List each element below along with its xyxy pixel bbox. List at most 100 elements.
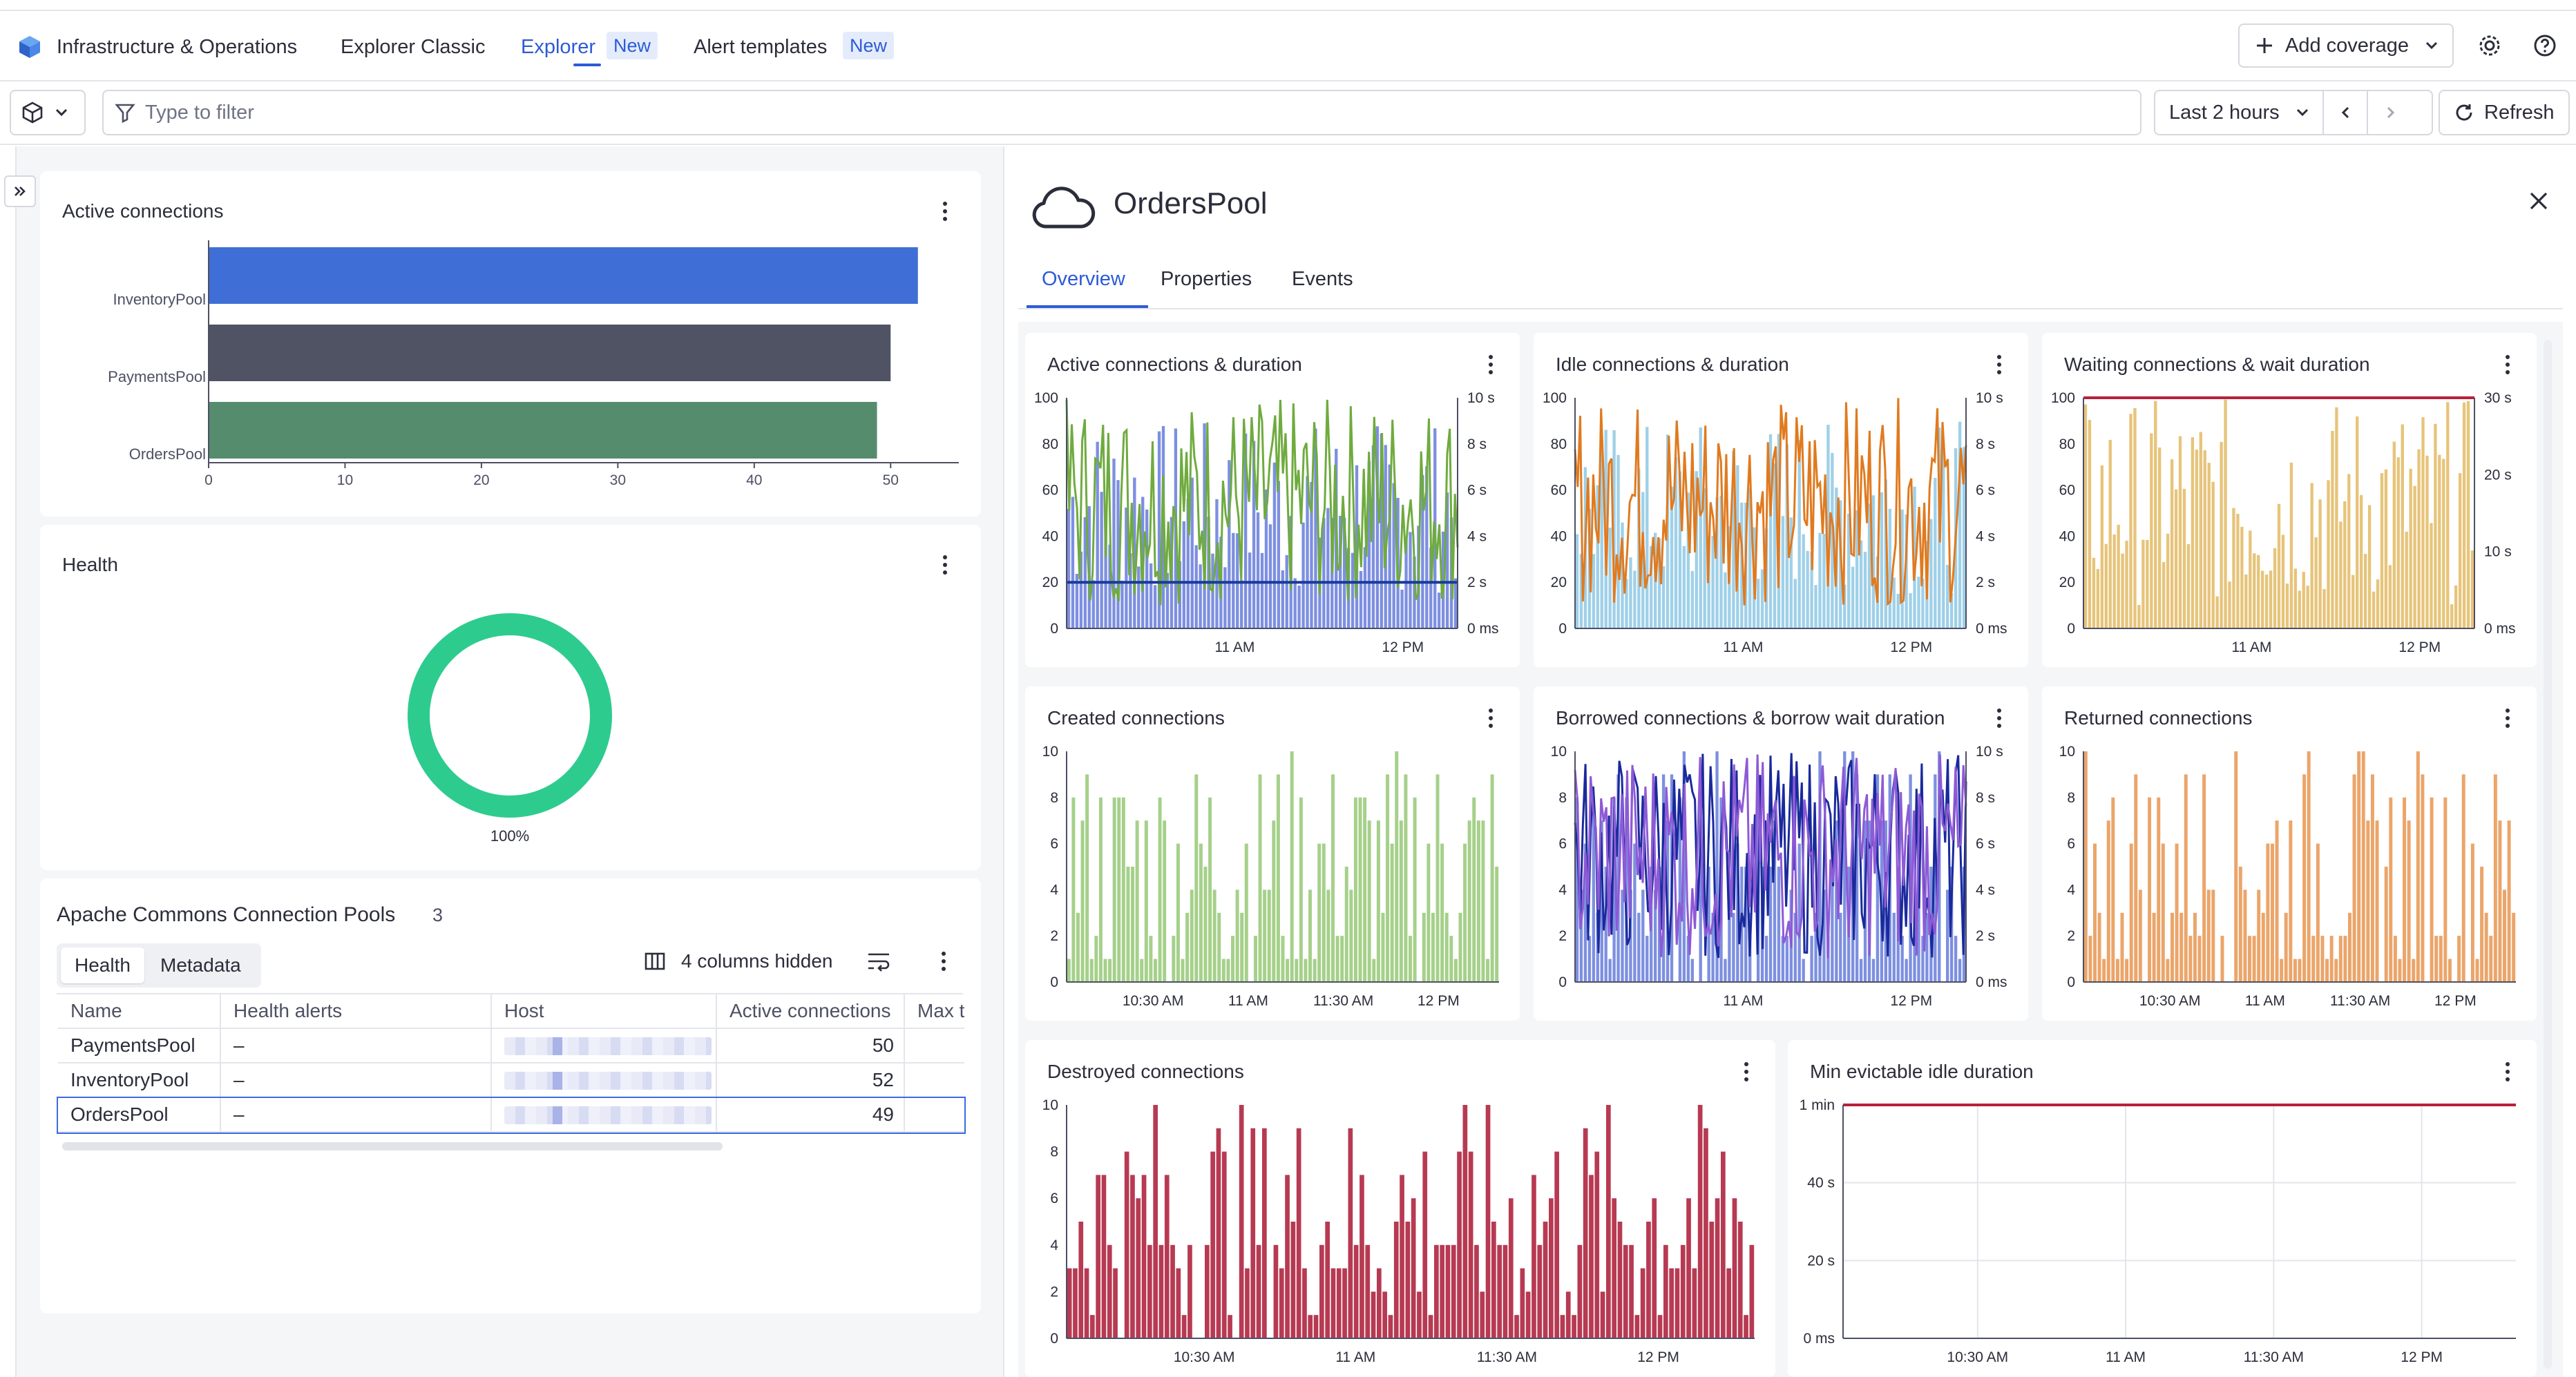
more-options-icon[interactable] — [938, 198, 952, 225]
chart-bar — [1181, 959, 1185, 982]
table-row[interactable]: OrdersPool – 49 — [57, 1097, 966, 1134]
wrap-lines-icon[interactable] — [866, 950, 891, 972]
chart-bar — [1276, 774, 1280, 982]
chart-bar — [2302, 572, 2305, 628]
x-tick-label: 11:30 AM — [2330, 993, 2390, 1009]
settings-gear-icon[interactable] — [2476, 32, 2503, 59]
x-tick-label: 11 AM — [2231, 639, 2271, 655]
nav-app-title[interactable]: Infrastructure & Operations — [57, 36, 298, 58]
chart-bar — [2179, 912, 2184, 982]
more-options-icon[interactable] — [1484, 351, 1498, 378]
chart-bar — [1579, 889, 1583, 982]
chart-bar — [2234, 751, 2238, 982]
close-icon[interactable] — [2527, 189, 2550, 213]
column-header[interactable]: Active connections — [717, 994, 905, 1028]
column-header[interactable]: Host — [492, 994, 717, 1028]
chart-bar — [1748, 488, 1752, 628]
column-header[interactable]: Max t — [917, 1000, 964, 1021]
table-row[interactable]: InventoryPool – 52 — [58, 1063, 964, 1098]
chevron-left-icon[interactable] — [2339, 105, 2353, 120]
bar-paymentspool[interactable] — [209, 325, 891, 381]
chart-bar — [1163, 820, 1167, 982]
chart-bar — [2470, 550, 2474, 628]
nav-explorer[interactable]: Explorer — [521, 36, 595, 58]
chart-bar — [1736, 843, 1739, 982]
chart-bar — [1537, 1244, 1543, 1338]
timeframe-selector[interactable]: Last 2 hours — [2154, 90, 2433, 135]
column-header[interactable]: Health alerts — [221, 994, 492, 1028]
tab-overview[interactable]: Overview — [1042, 268, 1125, 290]
bar-orderspool[interactable] — [209, 402, 877, 459]
chart-bar — [1112, 459, 1116, 628]
refresh-button[interactable]: Refresh — [2439, 90, 2570, 135]
entity-type-selector[interactable] — [10, 90, 86, 135]
x-tick-label: 11:30 AM — [1477, 1349, 1537, 1365]
column-header[interactable]: Name — [58, 994, 221, 1028]
chart-bar — [1674, 456, 1678, 628]
more-options-icon[interactable] — [1484, 704, 1498, 732]
chart-bar — [1100, 492, 1103, 628]
tab-metadata[interactable]: Metadata — [160, 954, 241, 976]
more-options-icon[interactable] — [1992, 351, 2006, 378]
chart-bar — [1348, 1128, 1353, 1338]
chart-bar — [1153, 1105, 1158, 1338]
chart-bar — [2466, 401, 2470, 628]
chart-bar — [1382, 1291, 1387, 1338]
help-icon[interactable] — [2531, 32, 2559, 59]
add-coverage-button[interactable]: Add coverage — [2238, 23, 2454, 68]
more-options-icon[interactable] — [2501, 704, 2515, 732]
chart-bar — [2252, 936, 2256, 982]
chart-bar — [1678, 471, 1682, 628]
chart-bar — [2244, 574, 2248, 628]
bar-inventorypool[interactable] — [209, 247, 918, 304]
chart-bar — [1299, 797, 1303, 982]
chart-bar — [1285, 1175, 1290, 1338]
chart-bar — [1427, 843, 1431, 982]
table-row[interactable]: PaymentsPool – 50 — [58, 1029, 964, 1063]
columns-hidden-button[interactable]: 4 columns hidden — [681, 950, 833, 972]
more-options-icon[interactable] — [1739, 1058, 1753, 1086]
more-options-icon[interactable] — [2501, 351, 2515, 378]
tab-health[interactable]: Health — [61, 947, 144, 983]
chart-bar — [1215, 499, 1219, 628]
tab-properties[interactable]: Properties — [1161, 268, 1252, 290]
y2-tick-label: 10 s — [1976, 744, 2003, 760]
nav-explorer-classic[interactable]: Explorer Classic — [341, 36, 486, 58]
metric-chart-plot: 100 80 60 40 20 0 10 s 8 s 6 s 4 s 2 s 0 ms 11 AM 12 … — [1543, 390, 2007, 655]
x-tick-label: 11:30 AM — [2244, 1349, 2304, 1365]
filter-input[interactable] — [145, 91, 2121, 134]
chart-bar — [1641, 889, 1645, 982]
chevron-right-icon[interactable] — [2383, 105, 2397, 120]
expand-sidebar-button[interactable] — [4, 175, 36, 207]
chart-bar — [2298, 959, 2302, 982]
chart-bar — [1946, 889, 1949, 982]
chart-bar — [1863, 552, 1867, 628]
nav-alert-templates[interactable]: Alert templates — [694, 36, 828, 58]
chart-bar — [1272, 462, 1277, 628]
chart-bar — [2170, 459, 2174, 628]
more-options-icon[interactable] — [2501, 1058, 2515, 1086]
chart-bar — [1871, 495, 1876, 628]
vertical-scrollbar[interactable] — [2544, 340, 2552, 1369]
chart-bar — [1711, 912, 1715, 982]
chart-bar — [1490, 774, 1494, 982]
chart-bar — [1431, 912, 1435, 982]
chart-bar — [1892, 912, 1896, 982]
more-options-icon[interactable] — [938, 551, 952, 579]
chart-bar — [1481, 820, 1485, 982]
pools-table-title: Apache Commons Connection Pools — [57, 903, 396, 926]
tab-events[interactable]: Events — [1292, 268, 1353, 290]
horizontal-scrollbar[interactable] — [62, 1142, 723, 1150]
chart-bar — [2112, 535, 2116, 628]
filter-field[interactable] — [102, 90, 2141, 135]
health-donut-chart — [408, 613, 612, 818]
chart-bar — [2384, 469, 2388, 628]
metric-chart-card: Borrowed connections & borrow wait durat… — [1534, 686, 2028, 1021]
chart-bar — [1158, 797, 1162, 982]
chart-bar — [1440, 1244, 1444, 1338]
more-options-icon[interactable] — [1992, 704, 2006, 732]
y-tick-label: 80 — [1551, 436, 1567, 452]
y-tick-label: 2 — [2067, 928, 2075, 944]
more-options-icon[interactable] — [937, 947, 951, 975]
chart-bar — [1859, 540, 1863, 628]
